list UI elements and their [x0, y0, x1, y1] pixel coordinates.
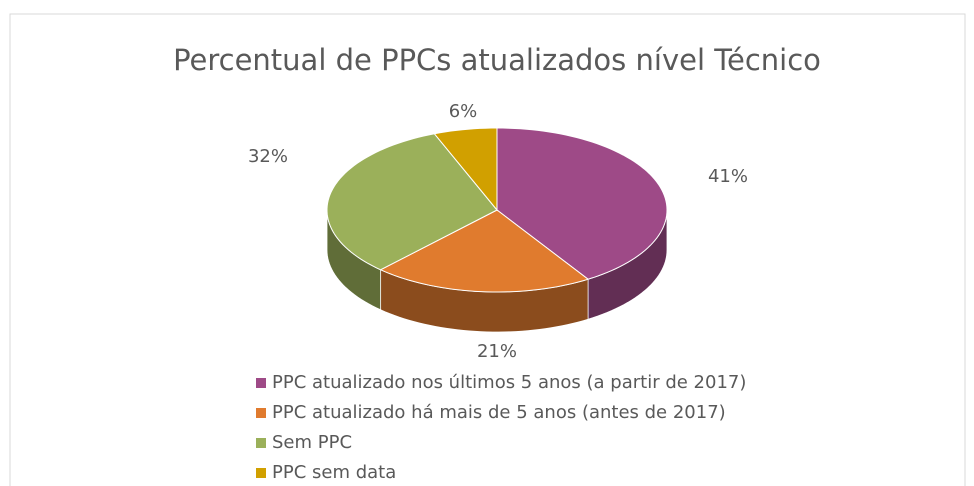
slice [433, 127, 498, 212]
data-label: 41% [708, 166, 748, 187]
data-label: 32% [248, 146, 288, 167]
slice [326, 133, 498, 271]
legend-swatch [256, 468, 266, 478]
slice [496, 127, 668, 280]
data-label: 21% [477, 341, 517, 362]
legend-swatch [256, 438, 266, 448]
legend-label: Sem PPC [272, 432, 352, 453]
slice [379, 209, 590, 293]
legend-label: PPC atualizado há mais de 5 anos (antes … [272, 402, 726, 423]
data-label: 6% [449, 101, 478, 122]
legend-swatch [256, 378, 266, 388]
legend-label: PPC sem data [272, 462, 396, 483]
legend-label: PPC atualizado nos últimos 5 anos (a par… [272, 372, 746, 393]
chart-title: Percentual de PPCs atualizados nível Téc… [173, 43, 821, 77]
legend-swatch [256, 408, 266, 418]
